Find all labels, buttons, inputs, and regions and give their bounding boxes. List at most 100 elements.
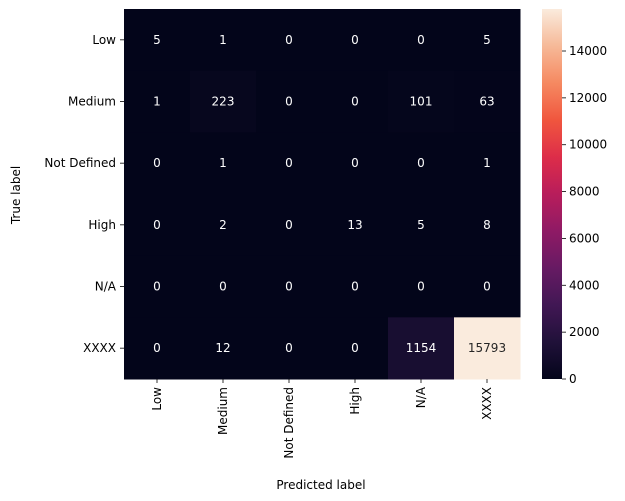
heatmap-cell	[322, 70, 389, 133]
heatmap-cell	[454, 9, 521, 72]
heatmap-cell	[190, 70, 257, 133]
y-tick-label: XXXX	[83, 341, 116, 355]
heatmap-cell	[124, 70, 191, 133]
heatmap-cell-labels: 5 1 0 0 0 5 1 223 0 0 101 63 0 1 0 0 0 1 0 2 0 13 5 8 0 0 0 0 0 0 0 12 0…	[153, 33, 506, 355]
cell-value-label: 0	[285, 33, 293, 47]
cell-value-label: 8	[483, 218, 491, 232]
heatmap-cell	[454, 70, 521, 133]
y-tick-label: N/A	[95, 280, 117, 294]
y-tick-label: High	[88, 218, 116, 232]
heatmap-cell	[124, 132, 191, 195]
heatmap-cell	[388, 317, 455, 380]
cell-value-label: 1	[219, 156, 227, 170]
cell-value-label: 0	[417, 33, 425, 47]
cell-value-label: 0	[285, 218, 293, 232]
colorbar-ticks: 0 2000 4000 6000 8000 10000 12000 14000	[562, 44, 607, 386]
y-axis-title: True label	[9, 166, 23, 225]
colorbar-tick-label: 6000	[569, 231, 600, 245]
x-axis-title: Predicted label	[276, 478, 365, 492]
heatmap-cell	[388, 194, 455, 257]
x-tick-label: N/A	[414, 386, 428, 408]
cell-value-label: 0	[285, 156, 293, 170]
heatmap-cell	[256, 70, 323, 133]
x-tick-label: Not Defined	[282, 387, 296, 459]
y-tick-label: Medium	[68, 95, 116, 109]
heatmap-cell	[322, 194, 389, 257]
cell-value-label: 223	[212, 95, 235, 109]
y-axis: Low Medium Not Defined High N/A XXXX	[44, 33, 124, 355]
heatmap-cell	[454, 255, 521, 318]
heatmap-cell	[124, 317, 191, 380]
cell-value-label: 0	[285, 341, 293, 355]
cell-value-label: 0	[285, 280, 293, 294]
cell-value-label: 0	[153, 218, 161, 232]
cell-value-label: 0	[483, 280, 491, 294]
cell-value-label: 0	[351, 156, 359, 170]
cell-value-label: 0	[153, 156, 161, 170]
heatmap-cell	[454, 317, 521, 380]
heatmap-cell	[124, 194, 191, 257]
heatmap-cell	[256, 255, 323, 318]
heatmap-cell	[190, 194, 257, 257]
heatmap-cell	[256, 132, 323, 195]
colorbar-tick-label: 0	[569, 372, 577, 386]
heatmap-cell	[190, 9, 257, 72]
heatmap-cell	[190, 132, 257, 195]
heatmap-cell	[388, 70, 455, 133]
heatmap-cell	[124, 255, 191, 318]
cell-value-label: 101	[410, 95, 433, 109]
y-tick-label: Not Defined	[44, 156, 116, 170]
cell-value-label: 0	[153, 280, 161, 294]
cell-value-label: 2	[219, 218, 227, 232]
cell-value-label: 0	[285, 95, 293, 109]
cell-value-label: 0	[219, 280, 227, 294]
cell-value-label: 0	[351, 33, 359, 47]
heatmap-cell	[256, 9, 323, 72]
colorbar-tick-label: 2000	[569, 325, 600, 339]
cell-value-label: 5	[153, 33, 161, 47]
heatmap-cell	[322, 255, 389, 318]
cell-value-label: 0	[351, 341, 359, 355]
x-tick-label: Low	[150, 387, 164, 411]
heatmap-cell	[256, 317, 323, 380]
cell-value-label: 15793	[468, 341, 506, 355]
x-axis: Low Medium Not Defined High N/A XXXX	[150, 379, 494, 459]
colorbar-tick-label: 12000	[569, 91, 607, 105]
cell-value-label: 1	[219, 33, 227, 47]
cell-value-label: 63	[479, 95, 494, 109]
cell-value-label: 13	[347, 218, 362, 232]
heatmap-cell	[388, 255, 455, 318]
cell-value-label: 1	[483, 156, 491, 170]
x-tick-label: High	[348, 387, 362, 415]
heatmap-cell	[190, 317, 257, 380]
colorbar	[542, 9, 562, 379]
cell-value-label: 5	[417, 218, 425, 232]
colorbar-tick-label: 4000	[569, 278, 600, 292]
cell-value-label: 0	[351, 95, 359, 109]
cell-value-label: 0	[417, 156, 425, 170]
heatmap-cell	[322, 9, 389, 72]
heatmap-cell	[322, 132, 389, 195]
colorbar-tick-label: 8000	[569, 185, 600, 199]
heatmap-cell	[322, 317, 389, 380]
x-tick-label: Medium	[216, 387, 230, 435]
heatmap-cell	[256, 194, 323, 257]
colorbar-tick-label: 10000	[569, 138, 607, 152]
cell-value-label: 5	[483, 33, 491, 47]
colorbar-tick-label: 14000	[569, 44, 607, 58]
cell-value-label: 0	[417, 280, 425, 294]
heatmap-cells	[124, 9, 521, 380]
cell-value-label: 12	[215, 341, 230, 355]
colorbar-gradient	[542, 9, 562, 379]
heatmap-cell	[190, 255, 257, 318]
heatmap-cell	[124, 9, 191, 72]
y-tick-label: Low	[92, 33, 116, 47]
heatmap-cell	[388, 132, 455, 195]
cell-value-label: 0	[351, 280, 359, 294]
heatmap-cell	[388, 9, 455, 72]
cell-value-label: 0	[153, 341, 161, 355]
heatmap-cell	[454, 132, 521, 195]
x-tick-label: XXXX	[480, 387, 494, 420]
cell-value-label: 1	[153, 95, 161, 109]
